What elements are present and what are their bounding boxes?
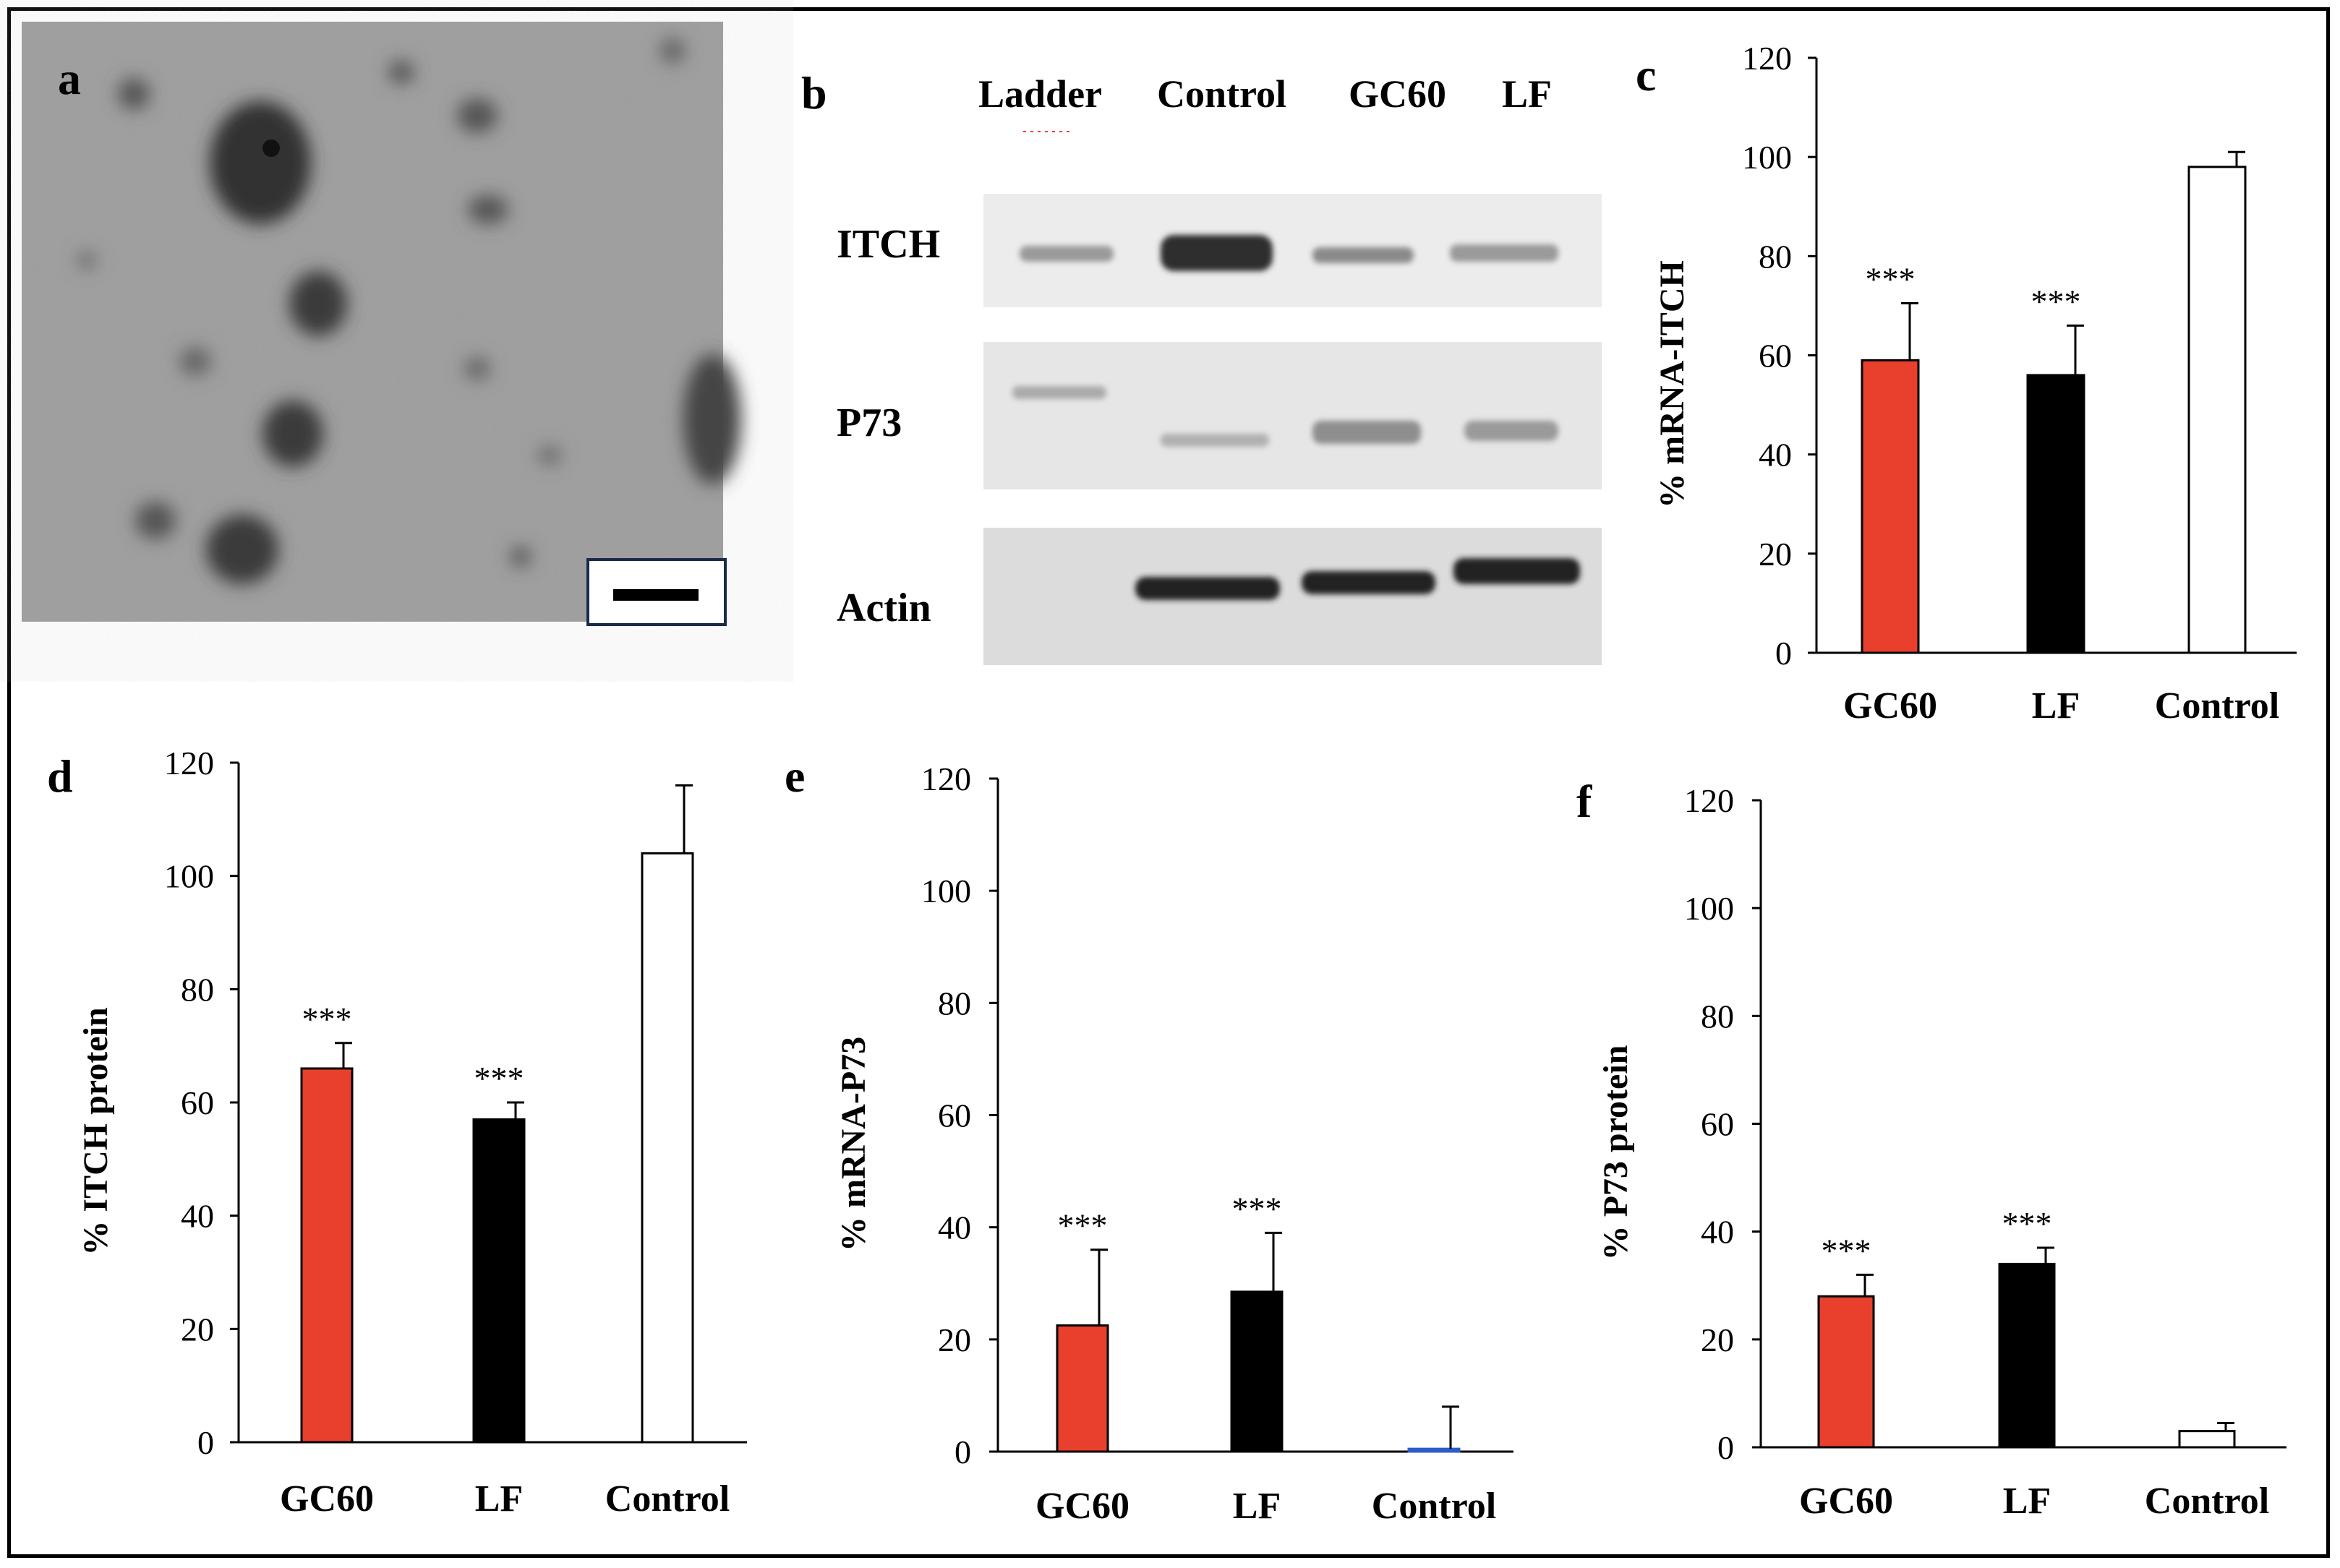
y-tick-label: 80 [1759, 238, 1792, 275]
y-tick-label: 80 [938, 985, 971, 1021]
significance-marker: *** [2031, 283, 2081, 320]
chart-f: 0 20 40 60 80 100 120 *** GC60 *** LF Control % P73 … [1597, 782, 2286, 1522]
blot-row-itch: ITCH [837, 222, 940, 267]
y-tick-label: 120 [1684, 782, 1734, 819]
bar-lf [2026, 374, 2085, 654]
y-tick-label: 80 [1701, 998, 1734, 1034]
y-axis-title: % ITCH protein [77, 1007, 115, 1255]
bar-gc60 [1861, 359, 1920, 654]
bar-lf [1998, 1262, 2056, 1449]
bar-charts: 0 20 40 60 80 100 120 *** GC60 *** LF Control % mRNA… [77, 40, 2297, 1527]
significance-marker: *** [1822, 1232, 1871, 1269]
bar-gc60 [300, 1067, 354, 1444]
y-tick-label: 120 [1742, 40, 1792, 77]
lane-label-ladder: Ladder [978, 72, 1102, 116]
y-tick-label: 0 [1775, 635, 1792, 672]
category-label: Control [1372, 1486, 1496, 1527]
category-label: Control [2145, 1481, 2269, 1522]
panel-letter-b: b [801, 67, 827, 119]
significance-marker: *** [1058, 1207, 1108, 1244]
y-tick-label: 20 [1759, 536, 1792, 573]
y-tick-label: 40 [1701, 1214, 1734, 1251]
category-label: GC60 [1036, 1486, 1130, 1527]
y-tick-label: 100 [1742, 139, 1792, 176]
chart-d: 0 20 40 60 80 100 120 *** GC60 *** LF Control % ITCH… [77, 745, 747, 1520]
y-tick-label: 20 [938, 1321, 971, 1358]
category-label: LF [2003, 1481, 2051, 1522]
bar-control [1407, 1447, 1461, 1453]
blot-strip-actin [983, 528, 1602, 665]
particle-core [262, 140, 280, 157]
panel-letter-d: d [47, 750, 73, 802]
y-tick-label: 60 [1701, 1106, 1734, 1143]
bar-control [2178, 1430, 2236, 1449]
panel-letter-e: e [785, 750, 805, 802]
y-tick-label: 60 [938, 1097, 971, 1134]
lane-label-control: Control [1157, 72, 1286, 116]
chart-c: 0 20 40 60 80 100 120 *** GC60 *** LF Control % mRNA… [1653, 40, 2297, 727]
significance-marker: *** [1866, 260, 1916, 297]
y-tick-label: 100 [1684, 890, 1734, 927]
y-axis-title: % mRNA-ITCH [1653, 260, 1691, 508]
lane-label-gc60: GC60 [1349, 72, 1446, 116]
y-tick-label: 100 [164, 858, 214, 895]
bar-control [2187, 166, 2247, 654]
y-axis-title: % mRNA-P73 [834, 1037, 873, 1251]
bar-gc60 [1056, 1324, 1109, 1453]
panel-letter-c: c [1636, 49, 1656, 100]
y-tick-label: 0 [197, 1424, 214, 1461]
blot-row-p73: P73 [837, 400, 902, 445]
category-label: GC60 [1799, 1481, 1893, 1522]
micrograph-particles [78, 38, 741, 584]
y-tick-label: 60 [181, 1084, 214, 1121]
figure-frame [7, 7, 2330, 1558]
significance-marker: *** [2002, 1205, 2052, 1242]
blot-row-actin: Actin [837, 586, 931, 630]
category-label: LF [2032, 685, 2080, 727]
y-tick-label: 100 [921, 873, 971, 909]
y-tick-label: 0 [1717, 1429, 1734, 1466]
bar-gc60 [1817, 1295, 1875, 1449]
y-tick-label: 60 [1759, 338, 1792, 374]
blot-bands [1012, 235, 1580, 600]
bar-lf [472, 1118, 526, 1444]
bar-control [641, 852, 694, 1444]
y-tick-label: 40 [181, 1198, 214, 1235]
micrograph-panel [22, 22, 741, 626]
y-tick-label: 40 [1759, 437, 1792, 474]
chart-e: 0 20 40 60 80 100 120 *** GC60 *** LF Control % mRNA… [834, 761, 1513, 1527]
y-tick-label: 20 [181, 1311, 214, 1348]
category-label: GC60 [280, 1478, 374, 1520]
category-label: LF [475, 1478, 523, 1520]
y-tick-label: 80 [181, 971, 214, 1008]
significance-marker: *** [474, 1060, 524, 1097]
bar-lf [1230, 1290, 1284, 1453]
y-tick-label: 40 [938, 1209, 971, 1246]
y-tick-label: 0 [955, 1434, 971, 1470]
category-label: Control [2155, 685, 2279, 727]
y-tick-label: 120 [921, 761, 971, 797]
y-tick-label: 120 [164, 745, 214, 781]
lane-label-lf: LF [1502, 72, 1552, 116]
significance-marker: *** [302, 1001, 352, 1037]
category-label: Control [605, 1478, 730, 1520]
western-blot-panel [983, 131, 1602, 665]
panel-letter-f: f [1576, 776, 1592, 827]
blot-strip-p73 [983, 342, 1602, 489]
micrograph-texture [22, 22, 723, 622]
y-axis-title: % P73 protein [1597, 1045, 1635, 1261]
scale-bar [613, 589, 699, 601]
category-label: LF [1233, 1486, 1281, 1527]
y-tick-label: 20 [1701, 1321, 1734, 1358]
panel-letter-a: a [58, 53, 81, 104]
significance-marker: *** [1232, 1190, 1282, 1227]
category-label: GC60 [1843, 685, 1937, 727]
